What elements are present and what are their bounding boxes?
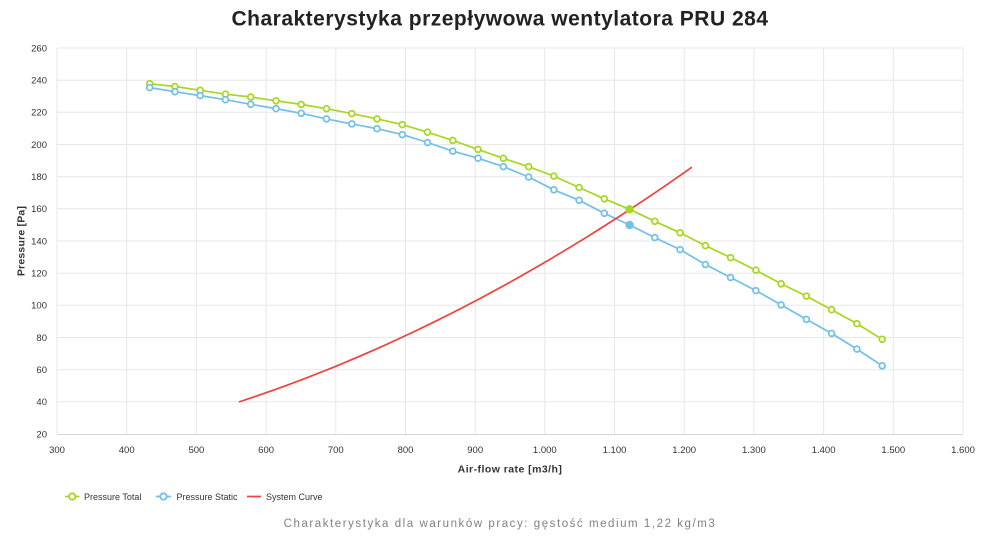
svg-text:800: 800 (398, 445, 414, 456)
svg-text:100: 100 (31, 301, 47, 312)
svg-text:1.500: 1.500 (881, 445, 905, 456)
svg-text:120: 120 (31, 269, 47, 280)
svg-text:1.200: 1.200 (672, 445, 696, 456)
svg-text:1.300: 1.300 (742, 445, 766, 456)
svg-text:220: 220 (31, 108, 47, 119)
svg-text:Pressure [Pa]: Pressure [Pa] (16, 206, 28, 276)
svg-text:900: 900 (467, 445, 483, 456)
svg-text:40: 40 (36, 397, 47, 408)
svg-text:1.600: 1.600 (951, 445, 975, 456)
svg-text:1.000: 1.000 (533, 445, 557, 456)
svg-text:200: 200 (31, 140, 47, 151)
svg-text:160: 160 (31, 204, 47, 215)
svg-text:Pressure Total: Pressure Total (84, 492, 141, 502)
svg-text:1.400: 1.400 (812, 445, 836, 456)
svg-text:20: 20 (36, 429, 47, 440)
svg-text:140: 140 (31, 236, 47, 247)
svg-text:700: 700 (328, 445, 344, 456)
svg-text:Charakterystyka przepływowa we: Charakterystyka przepływowa wentylatora … (231, 8, 768, 31)
svg-text:Air-flow rate [m3/h]: Air-flow rate [m3/h] (458, 464, 563, 476)
svg-text:60: 60 (36, 365, 47, 376)
svg-text:260: 260 (31, 43, 47, 54)
svg-text:80: 80 (36, 333, 47, 344)
svg-text:500: 500 (188, 445, 204, 456)
svg-text:300: 300 (49, 445, 65, 456)
svg-text:600: 600 (258, 445, 274, 456)
svg-text:400: 400 (119, 445, 135, 456)
svg-text:Charakterystyka dla warunków p: Charakterystyka dla warunków pracy: gęst… (284, 518, 717, 530)
svg-text:Pressure Static: Pressure Static (177, 492, 239, 502)
svg-text:System Curve: System Curve (266, 492, 323, 502)
svg-text:180: 180 (31, 172, 47, 183)
svg-text:240: 240 (31, 76, 47, 87)
svg-text:1.100: 1.100 (603, 445, 627, 456)
